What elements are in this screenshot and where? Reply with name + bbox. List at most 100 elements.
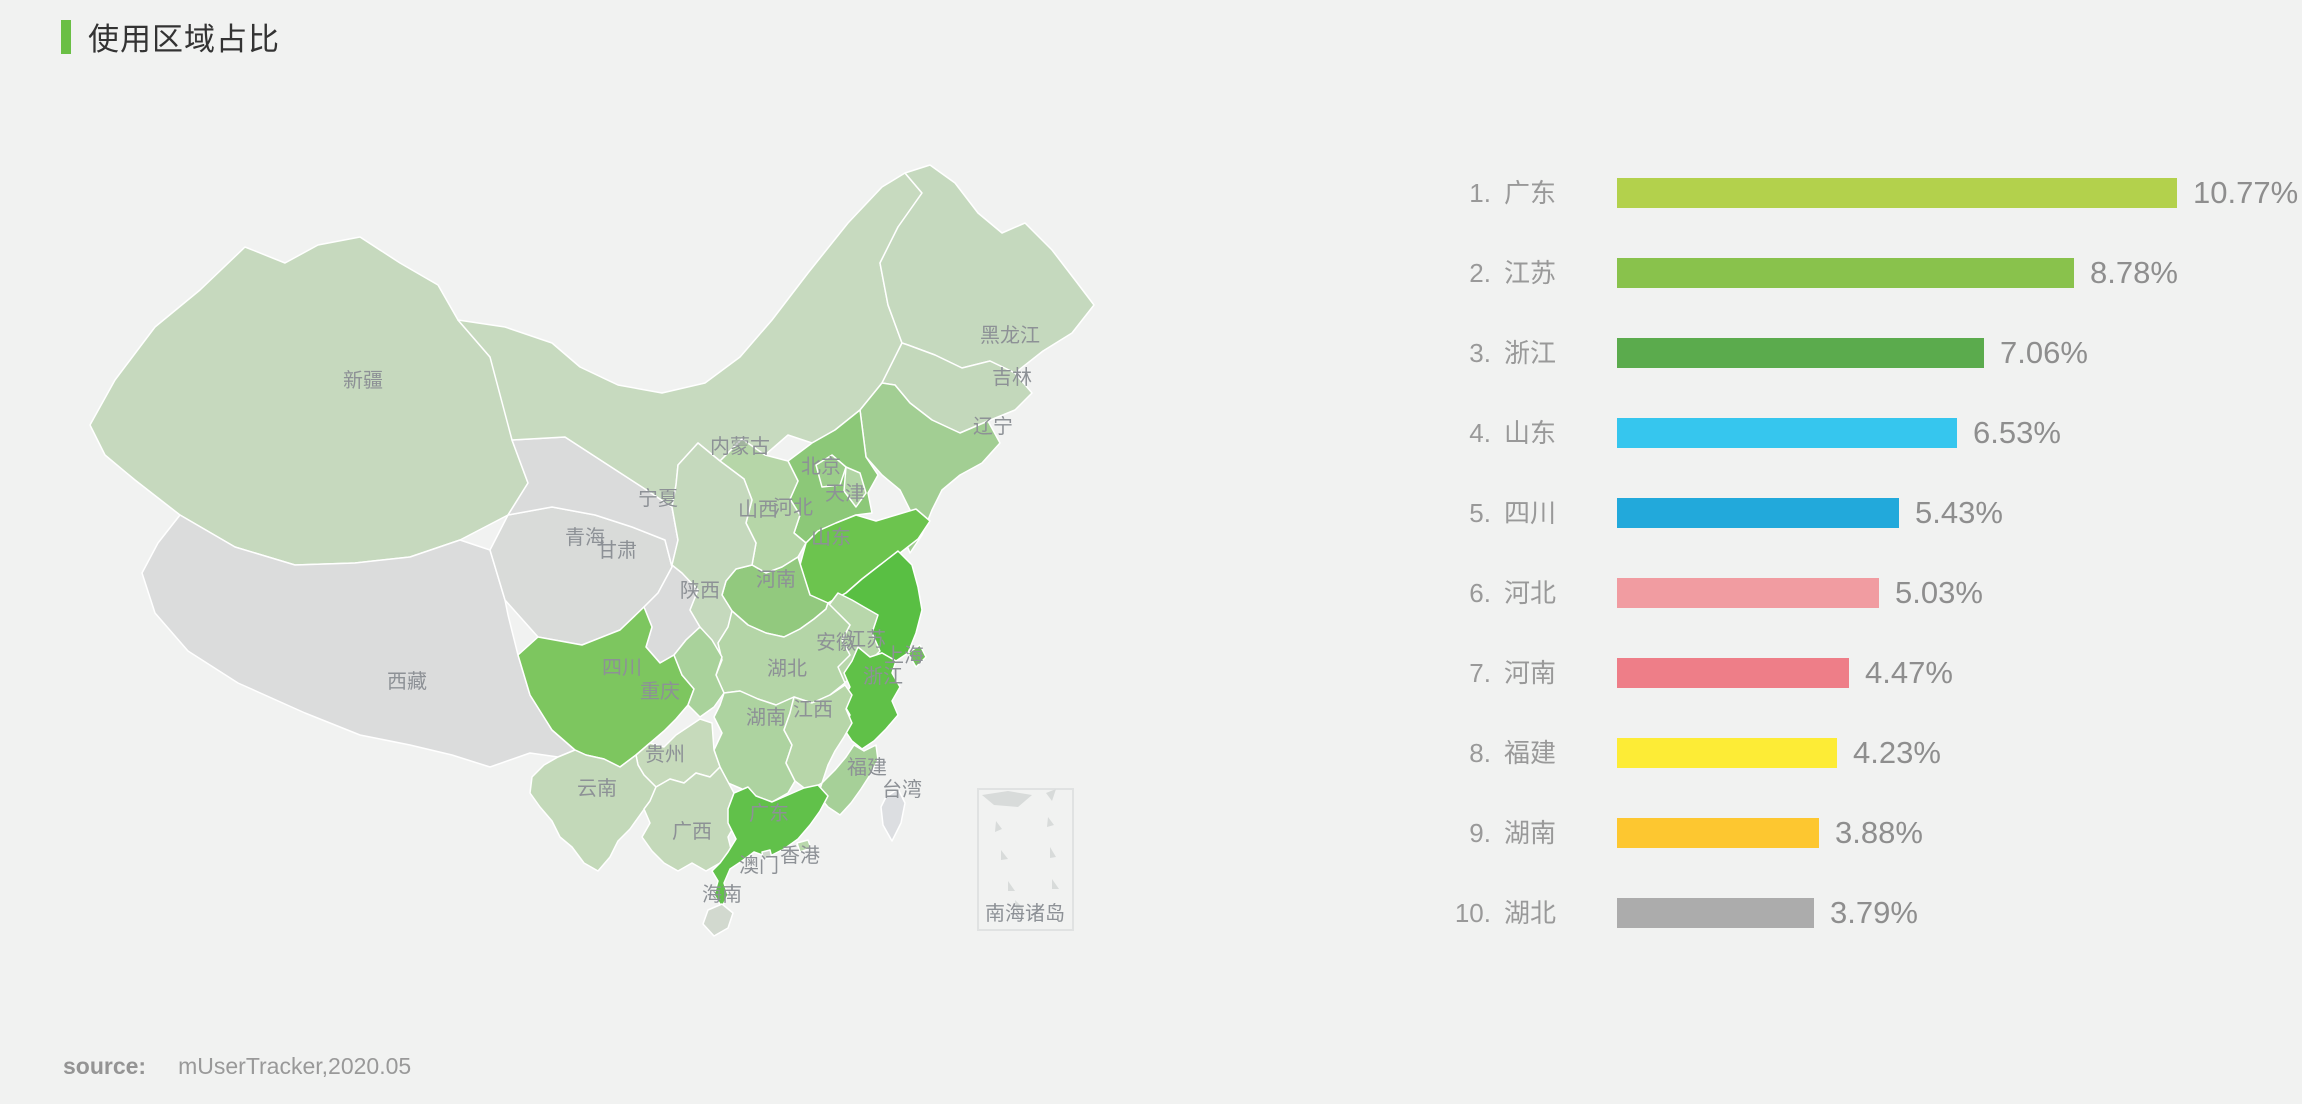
province-浙江[interactable]: [841, 646, 901, 750]
rank-bar-广东[interactable]: [1617, 178, 2177, 208]
map-label-青海: 青海: [565, 526, 605, 549]
rank-value-江苏: 8.78%: [2090, 255, 2178, 290]
province-天津[interactable]: [843, 466, 867, 508]
rank-province-name: 浙江: [1503, 338, 1556, 368]
province-四川[interactable]: [517, 606, 695, 768]
rank-number: 1.: [1469, 178, 1491, 208]
province-江西[interactable]: [783, 684, 853, 792]
province-北京[interactable]: [815, 454, 847, 488]
rank-province-name: 河南: [1503, 658, 1556, 688]
rank-label-山东: 4. 山东: [1330, 418, 1556, 448]
inset-island: [995, 821, 1002, 832]
inset-island: [982, 791, 1032, 807]
inset-island: [1008, 881, 1015, 891]
rank-bar-四川[interactable]: [1617, 498, 1899, 528]
inset-island: [1047, 817, 1054, 827]
province-湖南[interactable]: [713, 690, 796, 803]
map-label-重庆: 重庆: [640, 680, 680, 703]
rank-province-name: 江苏: [1503, 258, 1556, 288]
province-上海[interactable]: [907, 644, 927, 668]
inset-island: [1050, 847, 1056, 858]
map-label-山西: 山西: [738, 498, 778, 521]
rank-province-name: 河北: [1503, 578, 1556, 608]
rank-number: 10.: [1454, 898, 1491, 928]
rank-value-山东: 6.53%: [1973, 415, 2061, 450]
rank-value-河北: 5.03%: [1895, 575, 1983, 610]
province-广东[interactable]: [711, 784, 829, 908]
province-台湾[interactable]: [880, 788, 906, 842]
rank-label-湖南: 9. 湖南: [1330, 818, 1556, 848]
china-map[interactable]: 南海诸岛 新疆 西藏 青海 甘肃 宁夏 内蒙古 黑龙江 吉林 辽宁 北京 天津 河北 山西 山东 陕西 河南 安徽…: [60, 95, 1100, 975]
map-label-天津: 天津: [825, 482, 865, 505]
map-label-内蒙古: 内蒙古: [710, 435, 770, 458]
rank-number: 9.: [1469, 818, 1491, 848]
map-label-西藏: 西藏: [387, 670, 427, 693]
rank-number: 5.: [1469, 498, 1491, 528]
province-新疆[interactable]: [89, 236, 529, 566]
source-row: source: mUserTracker,2020.05: [63, 1053, 411, 1080]
rank-number: 4.: [1469, 418, 1491, 448]
map-label-湖南: 湖南: [746, 706, 786, 729]
source-label: source:: [63, 1053, 147, 1079]
rank-bar-浙江[interactable]: [1617, 338, 1984, 368]
map-label-北京: 北京: [801, 455, 841, 478]
map-label-新疆: 新疆: [343, 369, 383, 392]
source-value: mUserTracker,2020.05: [178, 1053, 412, 1079]
map-label-甘肃: 甘肃: [597, 539, 637, 562]
map-label-浙江: 浙江: [863, 665, 903, 688]
title-accent-bar: [61, 19, 71, 54]
inset-island: [1015, 900, 1023, 909]
map-label-吉林: 吉林: [992, 366, 1032, 389]
province-黑龙江[interactable]: [879, 164, 1095, 374]
rank-province-name: 湖南: [1503, 818, 1556, 848]
rank-bar-山东[interactable]: [1617, 418, 1957, 448]
rank-number: 7.: [1469, 658, 1491, 688]
rank-label-四川: 5. 四川: [1330, 498, 1556, 528]
inset-label: 南海诸岛: [985, 902, 1065, 925]
map-label-上海: 上海: [884, 644, 924, 667]
map-label-云南: 云南: [577, 777, 617, 800]
rank-bar-湖北[interactable]: [1617, 898, 1814, 928]
map-label-江苏: 江苏: [846, 628, 886, 651]
rank-province-name: 广东: [1503, 178, 1556, 208]
map-label-江西: 江西: [793, 698, 833, 721]
rank-bar-江苏[interactable]: [1617, 258, 2074, 288]
rank-bar-河北[interactable]: [1617, 578, 1879, 608]
province-福建[interactable]: [817, 744, 879, 816]
rank-value-浙江: 7.06%: [2000, 335, 2088, 370]
province-海南[interactable]: [702, 903, 734, 937]
province-辽宁[interactable]: [859, 382, 1001, 554]
rank-value-广东: 10.77%: [2193, 175, 2299, 210]
map-label-香港: 香港: [780, 844, 820, 867]
rank-bar-福建[interactable]: [1617, 738, 1837, 768]
page-header: 使用区域占比: [61, 14, 280, 59]
map-label-湖北: 湖北: [767, 657, 807, 680]
inset-island: [1001, 850, 1008, 860]
rank-label-广东: 1. 广东: [1330, 178, 1556, 208]
inset-island: [1046, 789, 1056, 801]
province-澳门[interactable]: [761, 849, 773, 860]
rank-label-江苏: 2. 江苏: [1330, 258, 1556, 288]
rank-number: 2.: [1469, 258, 1491, 288]
map-label-贵州: 贵州: [645, 743, 685, 766]
rank-province-name: 四川: [1503, 498, 1556, 528]
map-label-辽宁: 辽宁: [973, 415, 1013, 438]
rank-province-name: 湖北: [1503, 898, 1556, 928]
inset-island: [1052, 879, 1059, 889]
rank-value-河南: 4.47%: [1865, 655, 1953, 690]
map-label-河北: 河北: [773, 496, 813, 519]
map-label-澳门: 澳门: [739, 854, 779, 877]
rank-bar-湖南[interactable]: [1617, 818, 1819, 848]
map-label-陕西: 陕西: [680, 579, 720, 602]
rank-bar-河南[interactable]: [1617, 658, 1849, 688]
map-label-台湾: 台湾: [882, 778, 922, 801]
province-香港[interactable]: [796, 839, 812, 853]
rank-number: 8.: [1469, 738, 1491, 768]
rank-province-name: 福建: [1503, 738, 1556, 768]
map-label-宁夏: 宁夏: [638, 487, 678, 510]
page-title: 使用区域占比: [88, 22, 280, 57]
south-china-sea-inset: [977, 788, 1074, 931]
map-label-黑龙江: 黑龙江: [980, 324, 1040, 347]
province-云南[interactable]: [529, 749, 657, 872]
